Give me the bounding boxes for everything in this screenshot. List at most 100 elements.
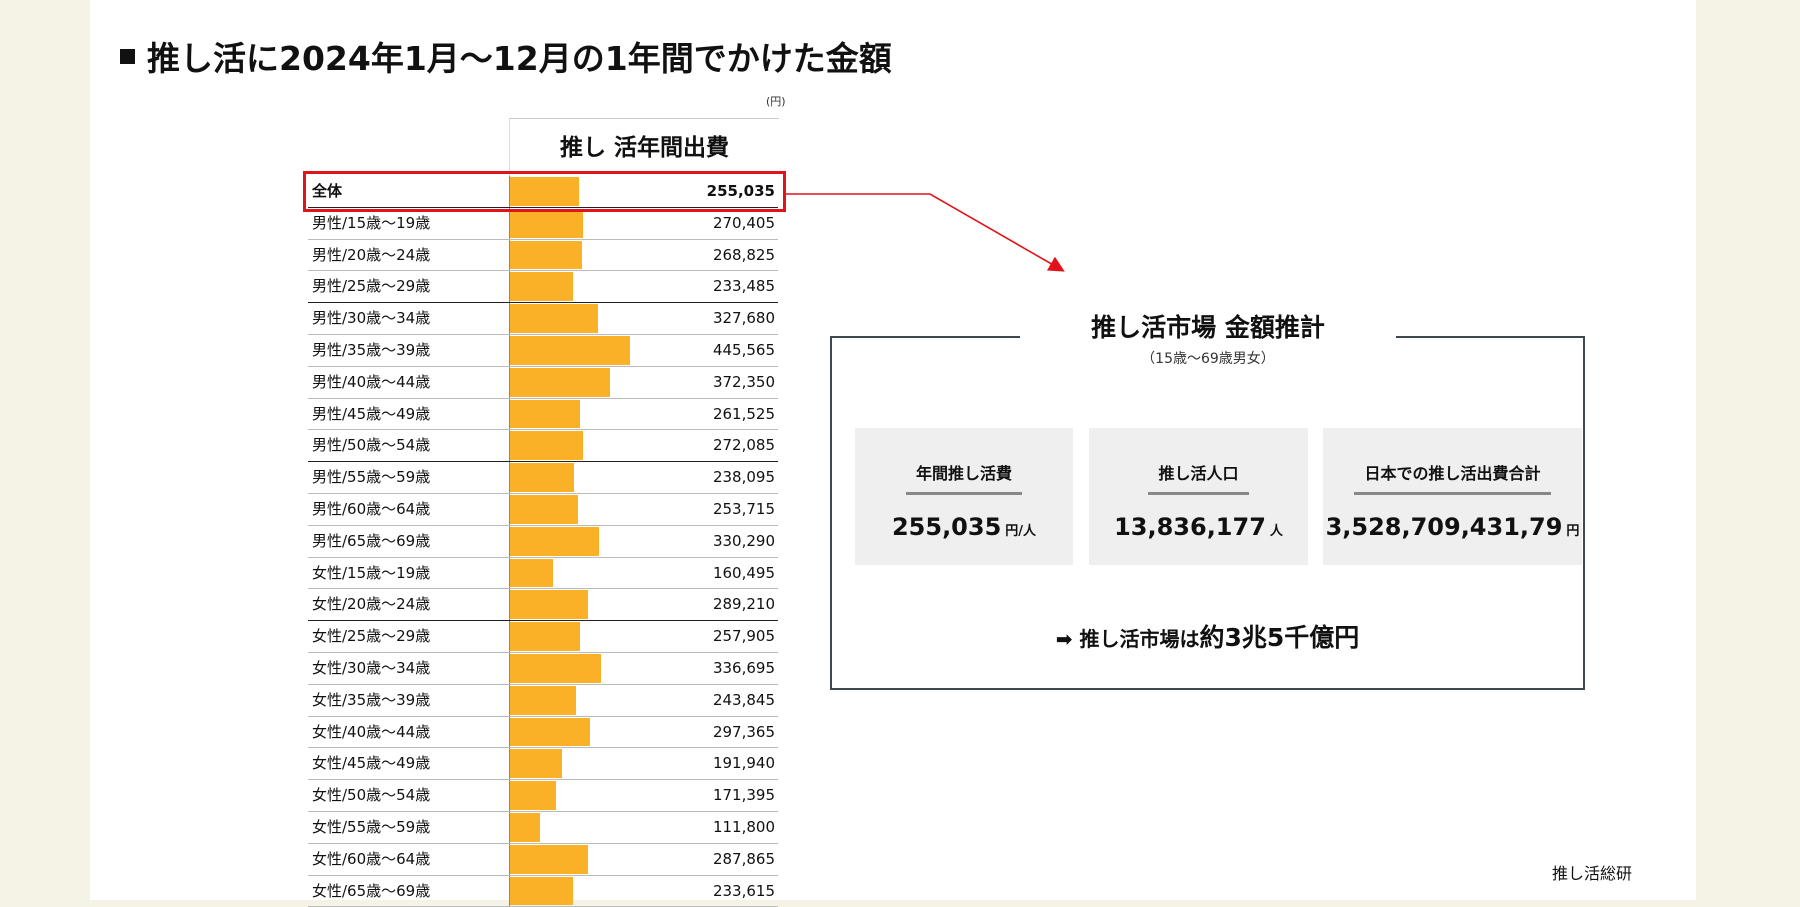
bar [510, 272, 573, 302]
data-label: 270,405 [712, 213, 775, 232]
highlight-box [303, 171, 786, 212]
bar [510, 622, 580, 651]
table-row: 女性/15歳～19歳 160,495 [308, 557, 779, 590]
row-label: 男性/25歳～29歳 [312, 277, 431, 296]
value-number: 13,836,177 [1114, 513, 1266, 541]
data-label: 233,485 [712, 277, 775, 296]
table-row: 男性/25歳～29歳 233,485 [308, 271, 779, 304]
bar [510, 844, 588, 874]
table-row: 男性/15歳～19歳 270,405 [308, 207, 778, 240]
bar [510, 653, 601, 683]
bar [510, 812, 541, 842]
bar [510, 367, 611, 397]
table-row: 男性/45歳～49歳 261,525 [308, 398, 778, 431]
market-subtitle: （15歳～69歳男女） [1141, 351, 1275, 367]
card-label: 年間推し活費 [905, 460, 1022, 495]
arrow-right-icon: ➡ [1055, 627, 1073, 651]
bar [510, 685, 576, 715]
card-label: 推し活人口 [1148, 460, 1249, 495]
value-unit: 円/人 [1005, 524, 1037, 539]
bar-cell: 111,800 [509, 811, 779, 843]
conclusion-prefix: 推し活市場は [1079, 627, 1200, 651]
bar [510, 208, 583, 238]
conclusion: ➡ 推し活市場は約3兆5千億円 [830, 618, 1585, 654]
bar-cell: 243,845 [509, 684, 779, 716]
row-label: 女性/45歳～49歳 [312, 754, 431, 773]
data-label: 255,035 [706, 182, 775, 200]
data-label: 297,365 [712, 722, 775, 741]
card-label: 日本での推し活出費合計 [1354, 460, 1551, 495]
data-label: 327,680 [712, 309, 775, 328]
table-row: 女性/45歳～49歳 191,940 [308, 748, 779, 781]
row-label: 男性/40歳～44歳 [312, 372, 431, 391]
row-label: 女性/35歳～39歳 [312, 690, 431, 709]
table-row-total: 全体 255,035 [308, 176, 778, 208]
table-row: 男性/20歳～24歳 268,825 [308, 239, 779, 272]
row-label: 男性/15歳～19歳 [312, 213, 431, 232]
table-row: 女性/35歳～39歳 243,845 [308, 684, 779, 717]
table-row: 男性/30歳～34歳 327,680 [308, 303, 778, 335]
table-row: 女性/25歳～29歳 257,905 [308, 621, 778, 653]
table-row: 男性/65歳～69歳 330,290 [308, 525, 778, 558]
row-label: 女性/25歳～29歳 [312, 627, 431, 646]
bar [510, 590, 588, 620]
data-label: 171,395 [712, 786, 775, 805]
table-row: 男性/55歳～59歳 238,095 [308, 462, 778, 494]
bar-cell: 297,365 [509, 716, 779, 748]
data-label: 191,940 [712, 754, 775, 773]
bar-cell: 233,485 [509, 271, 779, 303]
bar [510, 749, 562, 779]
bar [510, 431, 584, 461]
row-label: 女性/65歳～69歳 [312, 881, 431, 900]
row-label: 男性/65歳～69歳 [312, 531, 431, 550]
bar-cell: 289,210 [509, 589, 779, 621]
bar-cell: 255,035 [509, 176, 779, 207]
row-label: 男性/50歳～54歳 [312, 436, 431, 455]
data-label: 261,525 [712, 404, 775, 423]
card-annual-spend: 年間推し活費 255,035 円/人 [855, 428, 1073, 565]
row-label: 男性/60歳～64歳 [312, 499, 431, 518]
card-population: 推し活人口 13,836,177 人 [1089, 428, 1308, 565]
table-row: 男性/40歳～44歳 372,350 [308, 366, 779, 399]
table-row: 女性/30歳～34歳 336,695 [308, 652, 779, 685]
bar [510, 463, 575, 492]
data-label: 445,565 [712, 340, 775, 359]
table-row: 女性/40歳～44歳 297,365 [308, 716, 779, 749]
bar-cell: 268,825 [509, 239, 779, 271]
table-row: 男性/35歳～39歳 445,565 [308, 334, 778, 367]
row-label: 女性/20歳～24歳 [312, 595, 431, 614]
bar-cell: 191,940 [509, 748, 779, 780]
bar-cell: 372,350 [509, 366, 779, 398]
row-label: 女性/30歳～34歳 [312, 658, 431, 677]
bar [510, 177, 579, 206]
title-text: 推し活に2024年1月～12月の1年間でかけた金額 [147, 39, 892, 78]
bar-cell: 336,695 [509, 652, 779, 684]
market-title: 推し活市場 金額推計 [1020, 310, 1396, 346]
bar-cell: 327,680 [509, 303, 779, 334]
bar [510, 240, 583, 270]
bar-cell: 253,715 [509, 493, 779, 525]
value-number: 3,528,709,431,79 [1325, 513, 1563, 541]
row-label: 女性/55歳～59歳 [312, 817, 431, 836]
table-row: 女性/55歳～59歳 111,800 [308, 811, 779, 844]
data-label: 257,905 [712, 627, 775, 646]
value-number: 255,035 [891, 513, 1002, 541]
card-total-spend: 日本での推し活出費合計 3,528,709,431,79 円 [1323, 428, 1582, 565]
row-label: 女性/40歳～44歳 [312, 722, 431, 741]
bar-cell: 238,095 [509, 462, 779, 493]
conclusion-amount: 約3兆5千億円 [1199, 623, 1360, 652]
row-label: 全体 [312, 182, 343, 200]
data-label: 268,825 [712, 245, 775, 264]
bar [510, 558, 554, 588]
card-value: 3,528,709,431,79 円 [1323, 513, 1582, 541]
data-label: 272,085 [712, 436, 775, 455]
bar-cell: 160,495 [509, 557, 779, 589]
table-row: 女性/20歳～24歳 289,210 [308, 589, 779, 622]
bar [510, 399, 581, 429]
card-value: 255,035 円/人 [855, 513, 1073, 541]
bar-cell: 257,905 [509, 621, 779, 652]
value-unit: 人 [1269, 524, 1283, 539]
column-header: 推し 活年間出費 [509, 118, 779, 177]
data-label: 233,615 [712, 881, 775, 900]
row-label: 女性/60歳～64歳 [312, 849, 431, 868]
